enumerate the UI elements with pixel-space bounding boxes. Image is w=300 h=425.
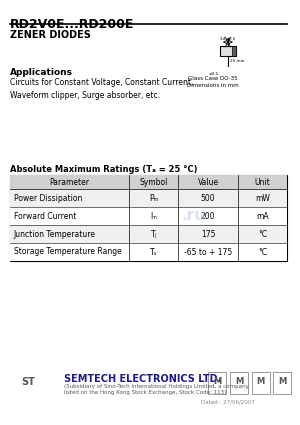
Text: Value: Value — [197, 178, 219, 187]
Bar — [10, 175, 287, 261]
Text: Power Dissipation: Power Dissipation — [14, 193, 82, 202]
Text: Tⱼ: Tⱼ — [151, 230, 157, 238]
Text: 3.4±0.5: 3.4±0.5 — [220, 37, 236, 41]
Text: Storage Temperature Range: Storage Temperature Range — [14, 247, 122, 257]
Text: Symbol: Symbol — [140, 178, 168, 187]
Text: ±0.5: ±0.5 — [209, 72, 219, 76]
Text: Applications: Applications — [10, 68, 73, 77]
Bar — [10, 225, 287, 243]
Circle shape — [180, 197, 236, 253]
Text: M: M — [235, 377, 243, 386]
Text: Forward Current: Forward Current — [14, 212, 76, 221]
Text: -65 to + 175: -65 to + 175 — [184, 247, 232, 257]
Text: (Subsidiary of Sino-Tech International Holdings Limited, a company: (Subsidiary of Sino-Tech International H… — [64, 384, 249, 389]
Text: Circuits for Constant Voltage, Constant Current,
Waveform clipper, Surge absorbe: Circuits for Constant Voltage, Constant … — [10, 78, 193, 99]
Bar — [220, 46, 236, 56]
Text: Dated : 27/06/2007: Dated : 27/06/2007 — [201, 400, 255, 405]
Bar — [10, 243, 287, 261]
Bar — [10, 207, 287, 225]
Text: listed on the Hong Kong Stock Exchange, Stock Code: 113): listed on the Hong Kong Stock Exchange, … — [64, 390, 227, 395]
Text: RD2V0E...RD200E: RD2V0E...RD200E — [10, 18, 134, 31]
Text: Parameter: Parameter — [50, 178, 89, 187]
Text: Unit: Unit — [255, 178, 270, 187]
Text: mA: mA — [256, 212, 269, 221]
Bar — [252, 372, 269, 394]
Text: Junction Temperature: Junction Temperature — [14, 230, 96, 238]
Text: 200: 200 — [201, 212, 215, 221]
Circle shape — [64, 185, 134, 255]
Bar — [232, 46, 236, 56]
Text: 175: 175 — [201, 230, 215, 238]
Text: .ru: .ru — [181, 207, 205, 223]
Bar — [230, 372, 248, 394]
Text: Tₛ: Tₛ — [150, 247, 157, 257]
Text: mW: mW — [255, 193, 270, 202]
Text: Iₘ: Iₘ — [150, 212, 157, 221]
Text: M: M — [213, 377, 221, 386]
Text: M: M — [256, 377, 265, 386]
Text: Glass Case DO-35
Dimensions in mm: Glass Case DO-35 Dimensions in mm — [187, 76, 239, 88]
Text: °C: °C — [258, 230, 267, 238]
Text: ST: ST — [21, 377, 35, 387]
Text: SEMTECH ELECTRONICS LTD.: SEMTECH ELECTRONICS LTD. — [64, 374, 222, 384]
Text: ZENER DIODES: ZENER DIODES — [10, 30, 91, 40]
Bar — [274, 372, 291, 394]
Circle shape — [129, 185, 188, 245]
Bar — [10, 175, 287, 189]
Text: °C: °C — [258, 247, 267, 257]
Bar — [208, 372, 226, 394]
Text: 25 min: 25 min — [230, 59, 244, 63]
Text: 500: 500 — [201, 193, 215, 202]
Text: Absolute Maximum Ratings (Tₐ = 25 °C): Absolute Maximum Ratings (Tₐ = 25 °C) — [10, 165, 197, 174]
Text: M: M — [278, 377, 287, 386]
Bar — [10, 189, 287, 207]
Text: Pₘ: Pₘ — [149, 193, 158, 202]
